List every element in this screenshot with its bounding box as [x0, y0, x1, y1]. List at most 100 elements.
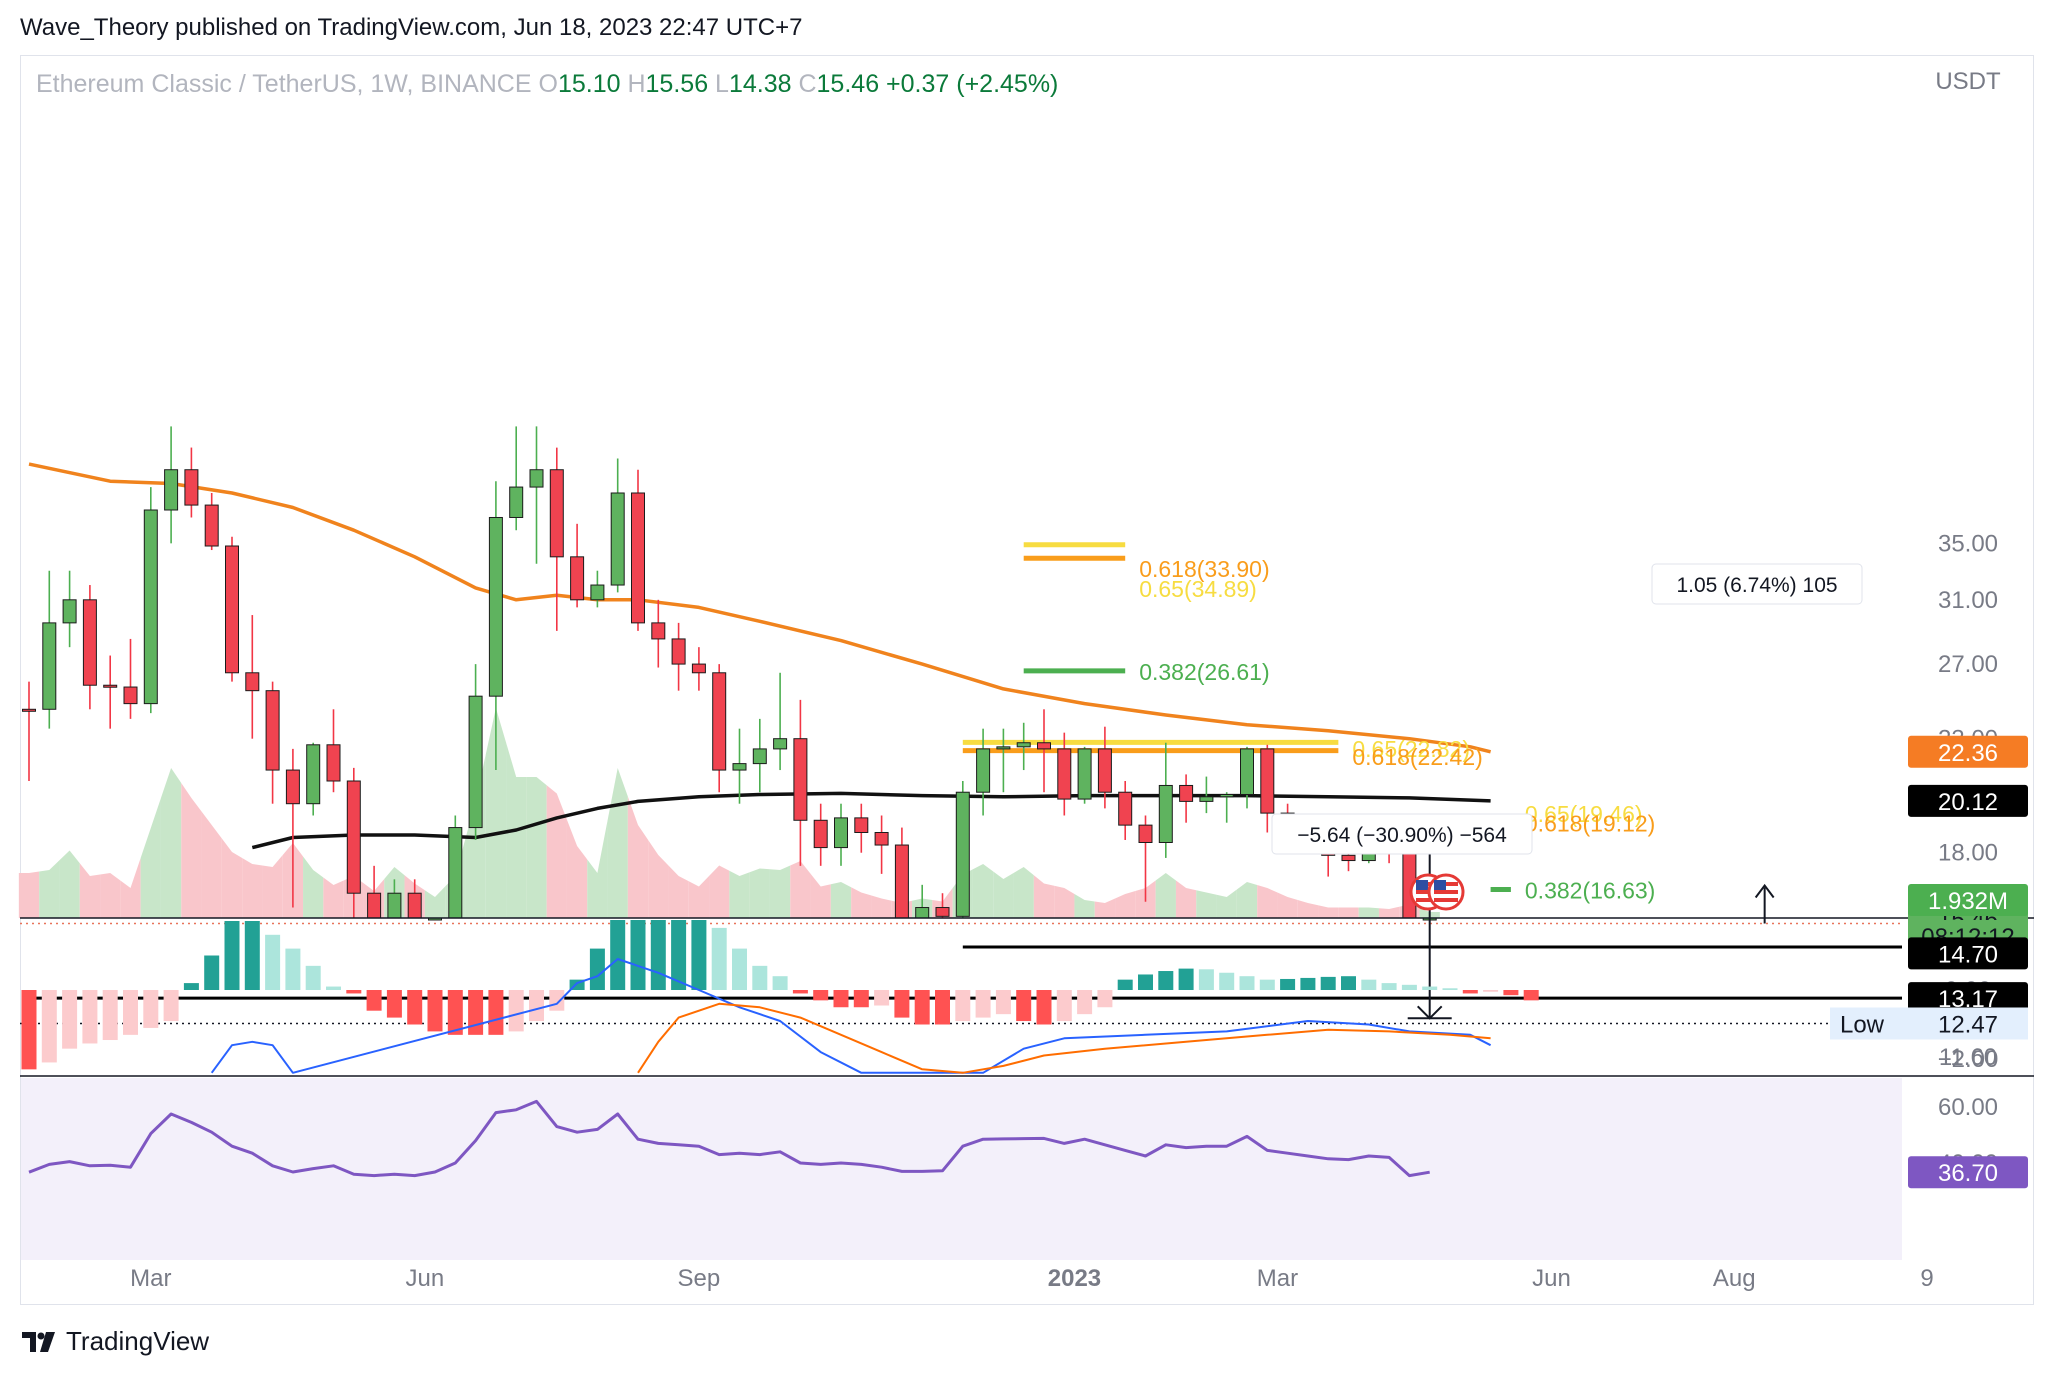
volume-bar [100, 873, 121, 918]
macd-histogram-bar [62, 990, 78, 1049]
low-tag-value: 12.47 [1938, 1011, 1998, 1038]
candle-body [42, 622, 57, 710]
volume-bar [1257, 885, 1278, 918]
volume-bar [972, 864, 994, 918]
candle-body [103, 684, 118, 688]
volume-bar [993, 871, 1014, 918]
candle-body [915, 907, 930, 919]
volume-bar [1054, 885, 1075, 918]
tradingview-logo-icon[interactable] [22, 1331, 56, 1352]
macd-histogram-bar [326, 986, 341, 990]
macd-histogram-bar [874, 990, 890, 1006]
macd-histogram-bar [1442, 988, 1458, 990]
volume-bar [242, 858, 263, 918]
volume-bar [587, 820, 608, 918]
volume-bar [1196, 890, 1217, 918]
macd-histogram-bar [995, 990, 1011, 1015]
volume-bar [1074, 894, 1095, 918]
candle-body [1219, 793, 1234, 798]
macd-histogram-bar [366, 990, 382, 1011]
macd-histogram-bar [1117, 979, 1133, 990]
macd-histogram-bar [82, 990, 98, 1044]
time-tick-label: Mar [1257, 1265, 1298, 1292]
volume-bar [201, 811, 222, 918]
candle-body [1199, 796, 1214, 802]
fib-level-label: 0.618(33.90) [1139, 556, 1269, 582]
candle-body [245, 672, 260, 692]
candle-body [691, 663, 706, 674]
volume-bar [485, 708, 507, 918]
macd-histogram-bar [752, 965, 768, 990]
candle-body [1016, 742, 1031, 748]
close-value: 15.46 [816, 70, 880, 98]
macd-histogram-bar [1158, 971, 1174, 990]
candle-body [143, 509, 158, 705]
candle-body [1341, 854, 1356, 862]
candle-body [1179, 784, 1194, 802]
volume-bar [526, 777, 547, 918]
macd-histogram-bar [650, 920, 666, 990]
candle-body [590, 584, 605, 601]
volume-bar [120, 858, 141, 918]
candle-body [732, 763, 747, 771]
volume-bar [749, 868, 770, 918]
price-tick-label: 27.00 [1938, 651, 1998, 678]
volume-bar [18, 871, 40, 918]
candle-body [834, 817, 848, 849]
volume-bar [729, 870, 750, 918]
macd-histogram-bar [1198, 969, 1214, 990]
time-axis[interactable]: Mar Jun Sep 2023 Mar Jun Aug 9 [130, 1265, 1934, 1292]
candle-body [62, 599, 77, 624]
open-value: 15.10 [557, 70, 621, 98]
volume-bar [709, 865, 730, 918]
fib-level-label: 0.618(19.12) [1525, 811, 1655, 837]
macd-histogram-bar [204, 955, 220, 990]
volume-bar [688, 876, 710, 918]
volume-bar [1277, 892, 1298, 918]
volume-bar [810, 873, 831, 918]
macd-histogram-bar [468, 990, 484, 1035]
measure-up-arrowhead [1754, 883, 1775, 899]
measure-tools: 1.05 (6.74%) 105 −5.64 (−30.90%) −564 [1271, 563, 1863, 1020]
volume-bar [648, 840, 669, 918]
candle-body [225, 545, 239, 674]
measure-down-box [1271, 813, 1533, 855]
fib-level-label: 0.618(22.42) [1352, 744, 1482, 770]
open-label: O [538, 70, 558, 98]
volume-bar [79, 863, 101, 918]
macd-histogram-bar [102, 990, 118, 1041]
candle-body [549, 469, 564, 558]
macd-histogram-bar [163, 990, 179, 1022]
macd-histogram-bar [1239, 976, 1255, 990]
price-tick-label: 11.60 [1939, 1044, 1997, 1071]
macd-histogram-bar [1259, 979, 1275, 990]
candle-body [671, 638, 686, 665]
macd-pane [21, 920, 1539, 1074]
macd-histogram-bar [1016, 990, 1032, 1022]
macd-histogram-bar [285, 948, 301, 990]
volume-bar [140, 798, 161, 918]
volume-bar [769, 865, 791, 918]
time-tick-label: Aug [1713, 1265, 1756, 1292]
volume-bar [160, 768, 182, 918]
high-label: H [627, 70, 646, 98]
volume-bar [1338, 907, 1359, 918]
volume-bar [1236, 882, 1258, 918]
macd-histogram-bar [305, 965, 321, 990]
macd-histogram-bar [529, 990, 544, 1022]
low-value: 14.38 [728, 70, 792, 98]
macd-histogram-bar [711, 927, 727, 990]
macd-histogram-bar [1280, 978, 1296, 990]
us-flag-event-icon[interactable] [1409, 873, 1465, 911]
candle-body [813, 819, 828, 849]
fib-level-label: 0.65(34.89) [1139, 576, 1257, 602]
macd-histogram-bar [610, 920, 626, 990]
macd-histogram-bar [1097, 990, 1113, 1008]
price-badge-background [1908, 937, 2028, 970]
macd-histogram-bar [975, 990, 991, 1018]
price-badge-background [1908, 784, 2028, 817]
macd-histogram-bar [630, 920, 646, 990]
candle-body [468, 695, 483, 829]
volume-bar [39, 860, 60, 918]
